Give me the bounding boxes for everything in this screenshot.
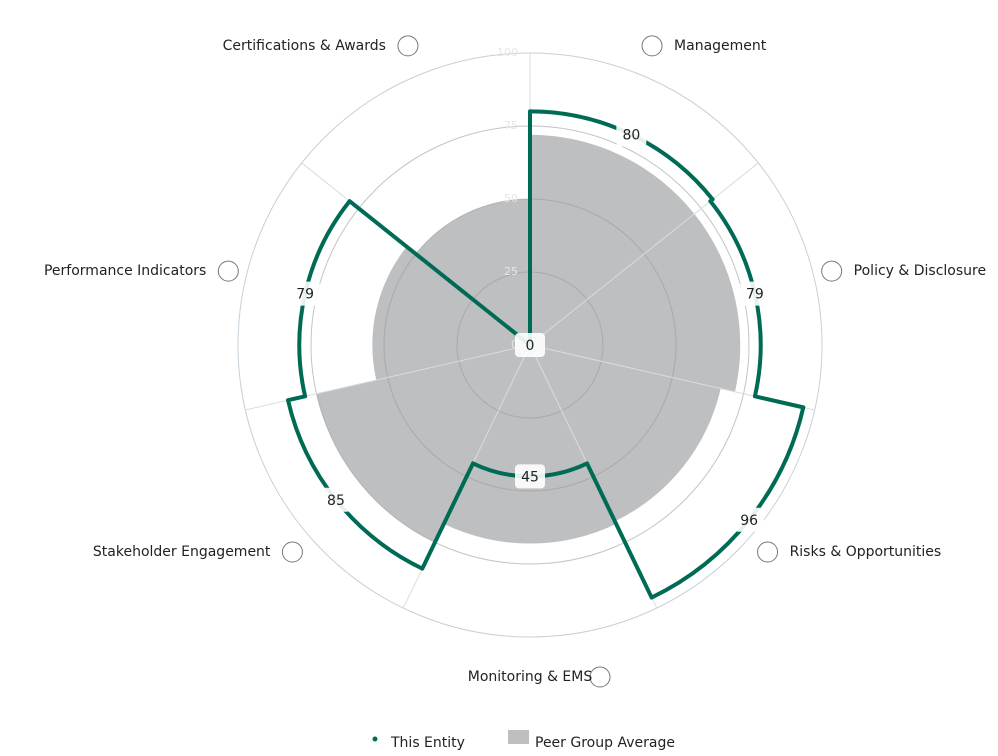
value-label: 79 bbox=[746, 287, 764, 303]
value-label-box bbox=[515, 464, 545, 489]
value-label-box bbox=[616, 122, 647, 147]
entity-connector bbox=[347, 199, 532, 347]
category-icon bbox=[217, 260, 239, 282]
value-label: 0 bbox=[526, 338, 535, 354]
category-icon bbox=[641, 35, 663, 57]
peer-sector bbox=[530, 213, 741, 392]
category-label: Stakeholder Engagement bbox=[93, 544, 271, 560]
peer-sector bbox=[415, 199, 530, 345]
value-label-box bbox=[290, 281, 321, 306]
y-tick-label: 75 bbox=[504, 119, 518, 132]
legend-marker bbox=[372, 736, 378, 742]
value-label-box bbox=[320, 487, 351, 512]
value-label: 45 bbox=[521, 469, 539, 485]
entity-connector bbox=[420, 461, 475, 571]
y-tick-label: 0 bbox=[511, 338, 518, 351]
category-icon bbox=[397, 35, 419, 57]
y-tick-label: 25 bbox=[504, 265, 518, 278]
entity-connector bbox=[286, 394, 308, 403]
value-label: 80 bbox=[622, 128, 640, 144]
y-tick-label: 100 bbox=[497, 46, 518, 59]
peer-sector bbox=[530, 345, 721, 522]
y-tick-label: 50 bbox=[504, 192, 518, 205]
legend-label: Peer Group Average bbox=[535, 735, 675, 751]
category-label: Policy & Disclosure bbox=[854, 263, 986, 279]
entity-connector bbox=[585, 461, 654, 600]
peer-sector bbox=[530, 134, 695, 345]
peer-sector bbox=[372, 246, 530, 381]
value-label: 96 bbox=[740, 513, 758, 529]
legend-marker bbox=[508, 730, 529, 744]
category-label: Management bbox=[674, 38, 767, 54]
category-label: Certifications & Awards bbox=[223, 38, 386, 54]
category-label: Monitoring & EMS bbox=[468, 669, 593, 685]
category-label: Risks & Opportunities bbox=[790, 544, 942, 560]
entity-connector bbox=[752, 394, 806, 410]
category-icon bbox=[589, 666, 611, 688]
category-icon bbox=[281, 541, 303, 563]
value-label-box bbox=[515, 333, 545, 357]
value-label: 79 bbox=[296, 287, 314, 303]
peer-sector bbox=[443, 345, 617, 544]
value-label: 85 bbox=[327, 493, 345, 509]
category-icon bbox=[757, 541, 779, 563]
sector-line bbox=[529, 162, 759, 346]
category-icon bbox=[821, 260, 843, 282]
category-label: Performance Indicators bbox=[44, 263, 206, 279]
value-label-box bbox=[739, 281, 770, 306]
legend-label: This Entity bbox=[390, 735, 465, 751]
value-label-box bbox=[734, 507, 765, 532]
